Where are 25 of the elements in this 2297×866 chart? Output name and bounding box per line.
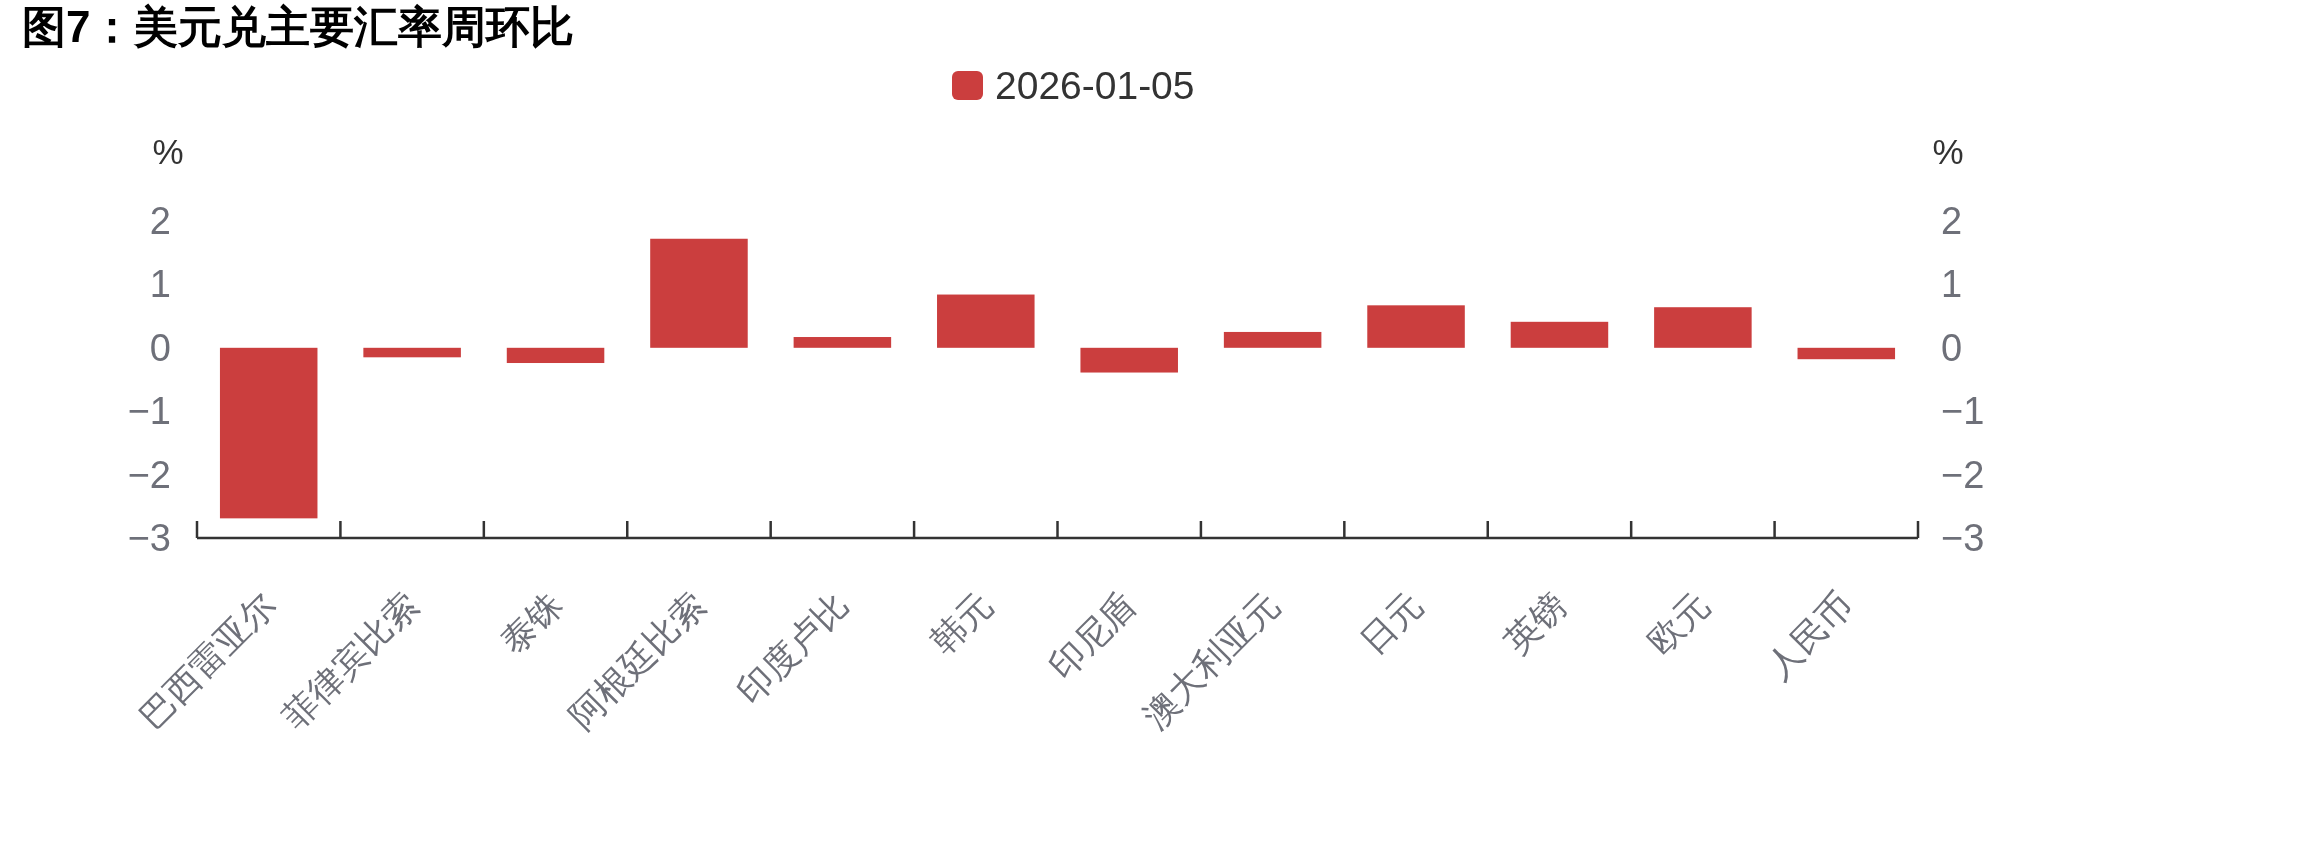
x-tick-label: 欧元	[1639, 584, 1717, 662]
y-tick-label: 1	[149, 263, 171, 306]
y-tick-label: 0	[149, 326, 171, 369]
y-tick-label: −1	[127, 390, 171, 433]
legend-label: 2026-01-05	[995, 63, 1195, 107]
y-axis-title: %	[152, 132, 184, 171]
y2-tick-label: 0	[1941, 326, 1963, 369]
x-tick-label: 泰铢	[492, 584, 570, 662]
title: 图7：美元兑主要汇率周环比	[22, 2, 575, 51]
x-tick-label: 日元	[1352, 584, 1430, 662]
y-tick-label: −3	[127, 517, 171, 559]
y2-tick-label: 2	[1941, 200, 1963, 242]
x-tick-label: 人民币	[1758, 584, 1861, 687]
y2-tick-label: −3	[1941, 517, 1985, 559]
y2-tick-label: −2	[1941, 453, 1985, 496]
y2-tick-label: 1	[1941, 263, 1963, 306]
y-tick-label: 2	[149, 200, 171, 242]
legend: 2026-01-05	[952, 63, 1195, 107]
x-tick-label: 韩元	[922, 584, 1000, 662]
y2-tick-label: −1	[1941, 390, 1985, 433]
y-tick-label: −2	[127, 453, 171, 496]
x-tick-label: 印尼盾	[1041, 584, 1143, 687]
x-tick-label: 印度卢比	[729, 584, 857, 711]
y2-axis-title: %	[1932, 132, 1964, 171]
x-tick-label: 英镑	[1496, 584, 1574, 662]
